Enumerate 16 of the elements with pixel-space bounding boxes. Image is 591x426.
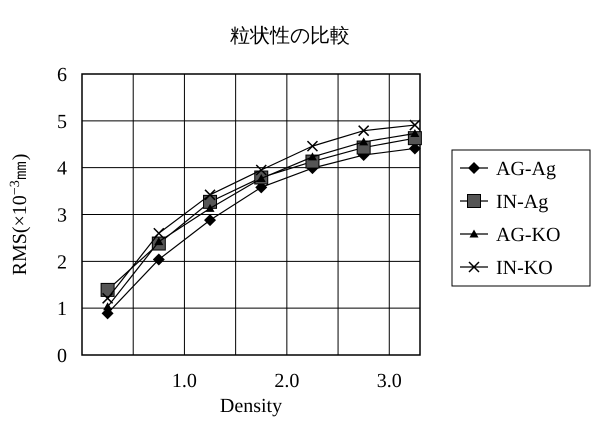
y-tick-label: 6 — [57, 64, 67, 86]
y-tick-label: 1 — [57, 298, 67, 320]
y-tick-label: 0 — [57, 345, 67, 367]
y-tick-label: 3 — [57, 204, 67, 226]
x-tick-label: 1.0 — [172, 370, 197, 392]
y-tick-label: 5 — [57, 110, 67, 133]
x-axis-title: Density — [220, 395, 282, 417]
y-tick-label: 4 — [57, 158, 67, 180]
legend-label: IN-KO — [496, 257, 553, 279]
x-tick-label: 3.0 — [376, 370, 402, 392]
y-tick-label: 2 — [57, 251, 67, 274]
x-tick-label: 2.0 — [274, 370, 300, 392]
chart-title: 粒状性の比較 — [230, 25, 350, 47]
legend-label: AG-KO — [496, 224, 560, 246]
legend-label: IN-Ag — [496, 191, 548, 213]
legend-label: AG-Ag — [496, 158, 556, 180]
